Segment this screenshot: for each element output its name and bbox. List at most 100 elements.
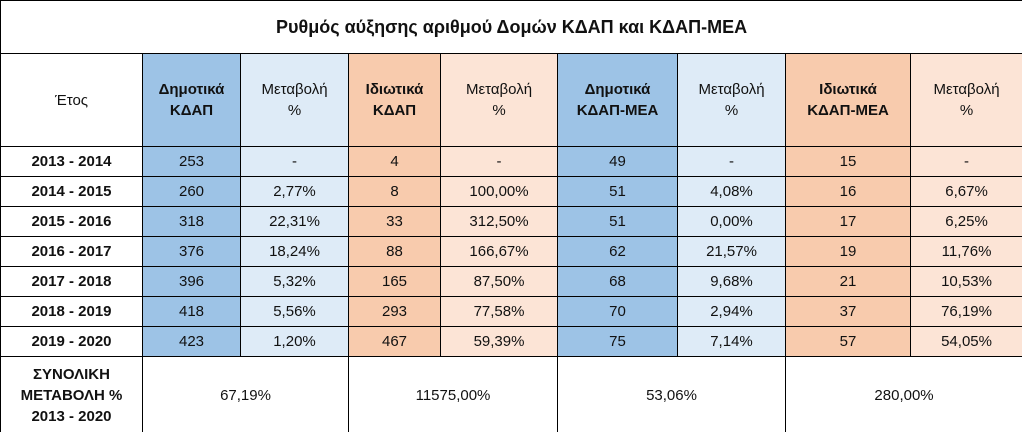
data-row: 2013 - 2014 253-4-49-15- (0, 146, 1022, 177)
text-line: Μεταβολή (261, 81, 328, 98)
value-cell: 37 (785, 296, 911, 327)
header-cell: Ιδιωτικά ΚΔΑΠ-ΜΕΑ (785, 53, 911, 147)
header-cell: Δημοτικά ΚΔΑΠ-ΜΕΑ (557, 53, 678, 147)
header-cell: Μεταβολή% (909, 53, 1022, 147)
value-cell: 0,00% (677, 206, 786, 237)
value-cell: 15 (785, 146, 911, 177)
value-cell: 1,20% (240, 326, 349, 357)
year-cell: 2015 - 2016 (0, 206, 143, 237)
value-cell: 76,19% (909, 296, 1022, 327)
value-cell: 100,00% (440, 176, 558, 207)
value-cell: - (240, 146, 349, 177)
value-cell: 21 (785, 266, 911, 297)
text-line: Δημοτικά (584, 81, 651, 98)
value-cell: 51 (557, 206, 678, 237)
header-row: Έτος Δημοτικά ΚΔΑΠ Μεταβολή% Ιδιωτικά ΚΔΑΠ Μετ… (0, 53, 1022, 147)
value-cell: 4,08% (677, 176, 786, 207)
value-cell: 22,31% (240, 206, 349, 237)
text-line: ΜΕΤΑΒΟΛΗ % (20, 386, 123, 404)
year-cell: 2019 - 2020 (0, 326, 143, 357)
title-row: Ρυθμός αύξησης αριθμού Δομών ΚΔΑΠ και ΚΔ… (0, 0, 1022, 54)
header-cell: Έτος (0, 53, 143, 147)
value-cell: - (440, 146, 558, 177)
data-row: 2019 - 2020 423 1,20% 467 59,39% 75 7,14% 57 54,… (0, 326, 1022, 357)
value-cell: 49 (557, 146, 678, 177)
value-cell: 5,32% (240, 266, 349, 297)
total-value: 67,19% (142, 356, 349, 432)
value-cell: 2,77% (240, 176, 349, 207)
value-cell: 8 (348, 176, 441, 207)
text-line: Δημοτικά (158, 81, 225, 98)
value-cell: 2,94% (677, 296, 786, 327)
value-cell: 77,58% (440, 296, 558, 327)
year-cell: 2014 - 2015 (0, 176, 143, 207)
text-line: ΚΔΑΠ-ΜΕΑ (807, 102, 889, 119)
value-cell: 18,24% (240, 236, 349, 267)
value-cell: 87,50% (440, 266, 558, 297)
text-line: % (724, 102, 739, 119)
value-cell: 312,50% (440, 206, 558, 237)
value-cell: 5,56% (240, 296, 349, 327)
year-cell: 2017 - 2018 (0, 266, 143, 297)
text-line: Ιδιωτικά (819, 81, 877, 98)
text-line: Μεταβολή (698, 81, 765, 98)
text-line: ΣΥΝΟΛΙΚΗ (33, 365, 110, 383)
value-cell: 70 (557, 296, 678, 327)
data-row: 2015 - 2016 318 22,31% 33 312,50% 51 0,00% 17 6,… (0, 206, 1022, 237)
total-label: ΣΥΝΟΛΙΚΗ ΜΕΤΑΒΟΛΗ % 2013 - 2020 (0, 356, 143, 432)
value-cell: 59,39% (440, 326, 558, 357)
total-value: 53,06% (557, 356, 786, 432)
text-line: % (287, 102, 302, 119)
value-cell: 376 (142, 236, 241, 267)
value-cell: 88 (348, 236, 441, 267)
value-cell: 165 (348, 266, 441, 297)
value-cell: 54,05% (909, 326, 1022, 357)
year-cell: 2013 - 2014 (0, 146, 143, 177)
value-cell: 7,14% (677, 326, 786, 357)
text-line: 2013 - 2020 (31, 407, 112, 425)
total-row: ΣΥΝΟΛΙΚΗ ΜΕΤΑΒΟΛΗ % 2013 - 2020 67,19% 11575… (0, 356, 1022, 432)
value-cell: 166,67% (440, 236, 558, 267)
header-cell: Ιδιωτικά ΚΔΑΠ (348, 53, 441, 147)
year-cell: 2016 - 2017 (0, 236, 143, 267)
value-cell: 11,76% (909, 236, 1022, 267)
value-cell: 418 (142, 296, 241, 327)
text-line: % (959, 102, 974, 119)
value-cell: 62 (557, 236, 678, 267)
header-cell: Δημοτικά ΚΔΑΠ (142, 53, 241, 147)
value-cell: 51 (557, 176, 678, 207)
value-cell: 75 (557, 326, 678, 357)
value-cell: 57 (785, 326, 911, 357)
text-line: Έτος (54, 91, 89, 109)
text-line: Μεταβολή (465, 81, 533, 98)
value-cell: 19 (785, 236, 911, 267)
value-cell: 467 (348, 326, 441, 357)
value-cell: 318 (142, 206, 241, 237)
header-cell: Μεταβολή% (240, 53, 349, 147)
data-row: 2016 - 2017 376 18,24% 88 166,67% 62 21,57% 19 1… (0, 236, 1022, 267)
value-cell: - (909, 146, 1022, 177)
value-cell: 68 (557, 266, 678, 297)
header-cell: Μεταβολή% (677, 53, 786, 147)
value-cell: 253 (142, 146, 241, 177)
value-cell: - (677, 146, 786, 177)
year-cell: 2018 - 2019 (0, 296, 143, 327)
data-row: 2014 - 2015 260 2,77% 8 100,00% 51 4,08% 16 6,67… (0, 176, 1022, 207)
data-row: 2017 - 2018 396 5,32% 165 87,50% 68 9,68% 21 10,… (0, 266, 1022, 297)
text-line: ΚΔΑΠ (169, 102, 214, 119)
value-cell: 6,67% (909, 176, 1022, 207)
text-line: Μεταβολή (933, 81, 1000, 98)
value-cell: 4 (348, 146, 441, 177)
value-cell: 33 (348, 206, 441, 237)
total-value: 280,00% (784, 356, 1022, 432)
value-cell: 21,57% (677, 236, 786, 267)
value-cell: 6,25% (909, 206, 1022, 237)
total-value: 11575,00% (348, 356, 558, 432)
text-line: ΚΔΑΠ-ΜΕΑ (576, 102, 659, 119)
text-line: ΚΔΑΠ (372, 102, 417, 119)
value-cell: 10,53% (909, 266, 1022, 297)
value-cell: 423 (142, 326, 241, 357)
